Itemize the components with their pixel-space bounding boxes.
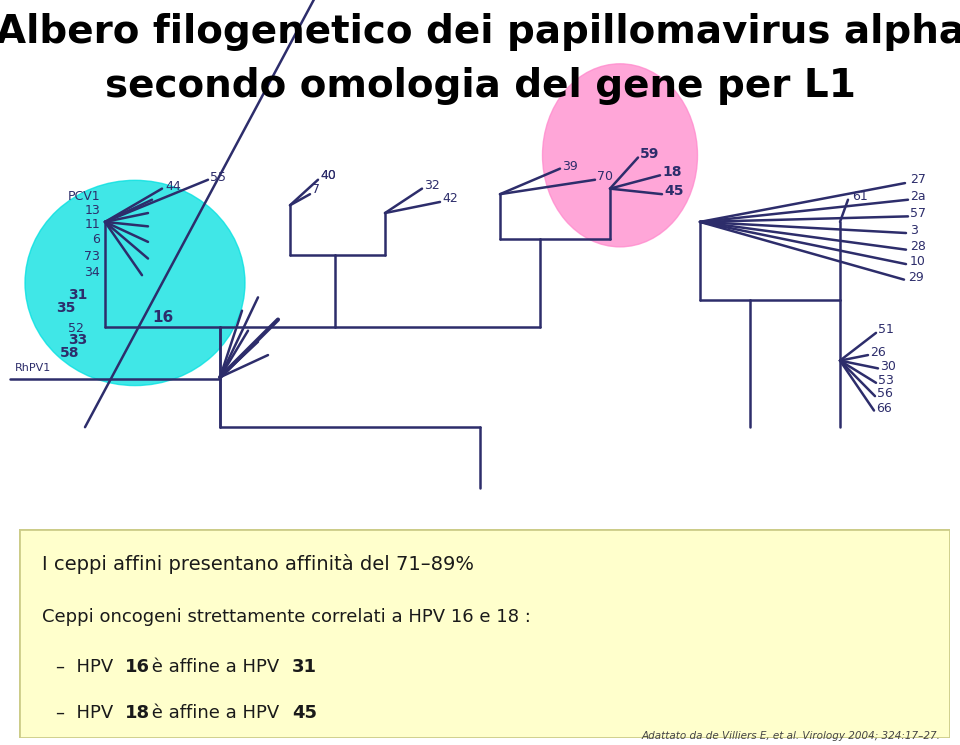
Text: Ceppi oncogeni strettamente correlati a HPV 16 e 18 :: Ceppi oncogeni strettamente correlati a … xyxy=(42,608,531,627)
Text: 40: 40 xyxy=(320,169,336,182)
Text: 6: 6 xyxy=(92,233,100,246)
Ellipse shape xyxy=(542,64,698,247)
Text: 52: 52 xyxy=(68,322,84,335)
Text: I ceppi affini presentano affinità del 71–89%: I ceppi affini presentano affinità del 7… xyxy=(42,554,474,574)
Text: 73: 73 xyxy=(84,250,100,263)
Text: 35: 35 xyxy=(56,302,76,315)
Text: 16: 16 xyxy=(126,659,151,676)
Text: 44: 44 xyxy=(165,180,180,193)
Text: 11: 11 xyxy=(84,218,100,231)
Text: 61: 61 xyxy=(852,190,868,203)
Text: 51: 51 xyxy=(878,323,894,336)
Text: RhPV1: RhPV1 xyxy=(15,364,51,373)
Text: 18: 18 xyxy=(126,704,151,722)
Text: 27: 27 xyxy=(910,174,925,186)
Text: Albero filogenetico dei papillomavirus alpha: Albero filogenetico dei papillomavirus a… xyxy=(0,13,960,51)
Text: 10: 10 xyxy=(910,256,925,268)
Text: è affine a HPV: è affine a HPV xyxy=(146,704,285,722)
Text: 45: 45 xyxy=(664,184,684,198)
Text: 31: 31 xyxy=(292,659,317,676)
Text: 66: 66 xyxy=(876,402,892,415)
Text: 58: 58 xyxy=(60,346,80,360)
Text: 7: 7 xyxy=(312,183,320,196)
Text: 32: 32 xyxy=(424,179,440,191)
Text: 59: 59 xyxy=(640,148,660,161)
Text: 26: 26 xyxy=(870,346,886,359)
Text: –  HPV: – HPV xyxy=(57,704,119,722)
Text: 57: 57 xyxy=(910,206,926,220)
Text: 56: 56 xyxy=(877,387,893,400)
Text: 34: 34 xyxy=(84,267,100,279)
Text: è affine a HPV: è affine a HPV xyxy=(146,659,285,676)
Text: 13: 13 xyxy=(84,204,100,218)
Text: 40: 40 xyxy=(320,169,336,182)
Text: 28: 28 xyxy=(910,240,925,253)
Text: 55: 55 xyxy=(210,171,226,184)
Text: PCV1: PCV1 xyxy=(67,190,100,203)
FancyBboxPatch shape xyxy=(19,529,950,738)
Text: 29: 29 xyxy=(908,271,924,284)
Text: 53: 53 xyxy=(878,374,894,387)
Text: 39: 39 xyxy=(562,160,578,173)
Text: 31: 31 xyxy=(68,288,87,302)
Text: 33: 33 xyxy=(68,332,87,346)
Text: 18: 18 xyxy=(662,165,682,179)
Text: 70: 70 xyxy=(597,170,613,183)
Text: Adattato da de Villiers E, et al. Virology 2004; 324:17–27.: Adattato da de Villiers E, et al. Virolo… xyxy=(642,732,941,741)
Text: secondo omologia del gene per L1: secondo omologia del gene per L1 xyxy=(105,67,855,105)
Ellipse shape xyxy=(25,180,245,386)
Text: 3: 3 xyxy=(910,224,918,238)
Text: 16: 16 xyxy=(152,310,173,325)
Text: 45: 45 xyxy=(292,704,317,722)
Text: 42: 42 xyxy=(442,192,458,205)
Text: 30: 30 xyxy=(880,360,896,372)
Text: –  HPV: – HPV xyxy=(57,659,119,676)
Text: 2a: 2a xyxy=(910,190,925,203)
